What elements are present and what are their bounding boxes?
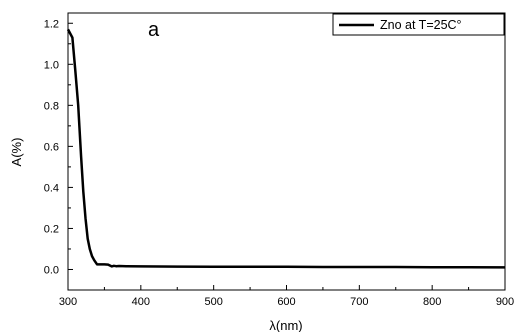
tick-labels: 300 400 500 600 700 800 900 0.0 0.2 0.4 0.6 0.8 1.0 1… [44, 18, 514, 308]
y-axis-label: A(%) [9, 138, 24, 167]
series-group [66, 28, 506, 269]
x-tick-label: 500 [204, 296, 222, 308]
y-tick-label: 1.2 [44, 18, 59, 30]
y-tick-label: 0.4 [44, 182, 59, 194]
x-tick-label: 600 [277, 296, 295, 308]
x-tick-label: 400 [132, 296, 150, 308]
y-tick-label: 0.2 [44, 223, 59, 235]
plot-frame [67, 12, 506, 291]
y-tick-label: 0.6 [44, 141, 59, 153]
x-tick-label: 300 [59, 296, 77, 308]
axis-ticks [67, 22, 506, 291]
legend-box [332, 13, 505, 36]
legend: Zno at T=25C° [332, 13, 505, 36]
x-tick-label: 700 [350, 296, 368, 308]
x-axis-label: λ(nm) [269, 318, 302, 332]
y-tick-label: 1.0 [44, 59, 59, 71]
y-tick-label: 0.0 [44, 264, 59, 276]
x-tick-label: 900 [496, 296, 514, 308]
x-tick-label: 800 [423, 296, 441, 308]
y-tick-label: 0.8 [44, 100, 59, 112]
series-line [66, 28, 506, 269]
legend-label: Zno at T=25C° [380, 18, 462, 32]
panel-label: a [148, 19, 160, 41]
